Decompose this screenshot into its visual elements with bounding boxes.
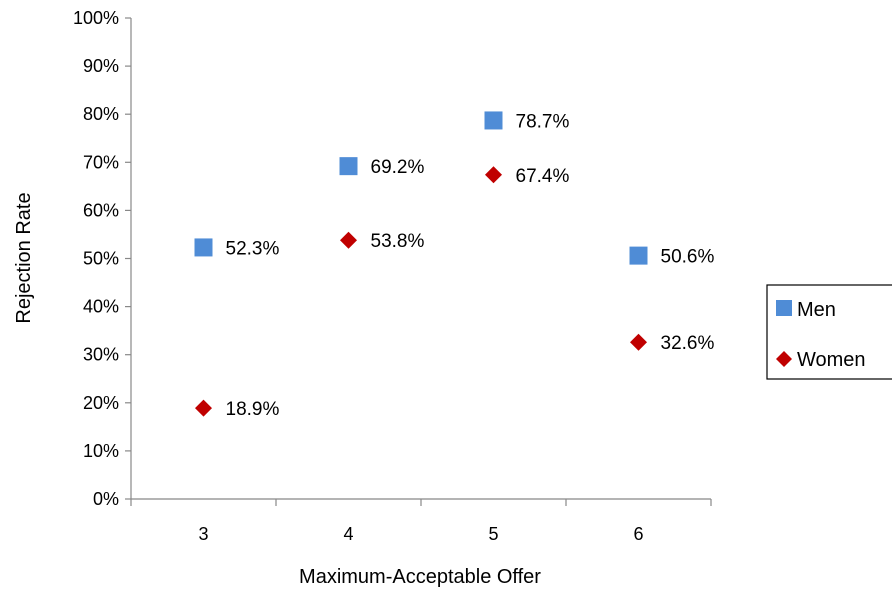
y-tick-label: 0% bbox=[93, 489, 119, 509]
point-women bbox=[630, 333, 647, 351]
y-tick-label: 50% bbox=[83, 249, 119, 269]
x-axis: 3 4 5 6 bbox=[130, 498, 712, 544]
y-tick-label: 60% bbox=[83, 200, 119, 220]
point-men bbox=[339, 157, 358, 176]
y-axis: 0% 10% 20% 30% 40% 50% 60% 70% 80% 90% 100% bbox=[73, 8, 132, 509]
data-label: 50.6% bbox=[661, 247, 715, 268]
y-tick-label: 10% bbox=[83, 441, 119, 461]
legend-marker-women bbox=[776, 351, 792, 367]
plot-series bbox=[194, 111, 648, 417]
legend: Men Women bbox=[766, 284, 892, 380]
y-axis-title: Rejection Rate bbox=[13, 192, 35, 323]
point-men bbox=[629, 246, 648, 265]
y-tick-label: 90% bbox=[83, 56, 119, 76]
data-label: 78.7% bbox=[516, 111, 570, 132]
x-axis-title: Maximum-Acceptable Offer bbox=[299, 566, 541, 588]
data-label: 18.9% bbox=[226, 399, 280, 420]
x-tick-label: 6 bbox=[633, 524, 643, 544]
x-tick-label: 4 bbox=[343, 524, 353, 544]
y-tick-label: 20% bbox=[83, 393, 119, 413]
data-label: 67.4% bbox=[516, 166, 570, 187]
x-tick-label: 3 bbox=[198, 524, 208, 544]
y-tick-label: 70% bbox=[83, 152, 119, 172]
point-women bbox=[195, 399, 212, 417]
data-label: 69.2% bbox=[371, 157, 425, 178]
data-label: 52.3% bbox=[226, 238, 280, 259]
point-men bbox=[484, 111, 503, 130]
data-label: 53.8% bbox=[371, 231, 425, 252]
data-labels: 52.3% 69.2% 78.7% 50.6% 18.9% 53.8% 67.4% 32.6% bbox=[226, 111, 715, 420]
y-tick-label: 80% bbox=[83, 104, 119, 124]
y-tick-label: 30% bbox=[83, 345, 119, 365]
point-men bbox=[194, 238, 213, 257]
data-label: 32.6% bbox=[661, 333, 715, 354]
y-tick-label: 100% bbox=[73, 8, 119, 28]
legend-label-women: Women bbox=[797, 349, 866, 371]
point-women bbox=[340, 231, 357, 249]
x-tick-label: 5 bbox=[488, 524, 498, 544]
point-women bbox=[485, 166, 502, 184]
y-tick-label: 40% bbox=[83, 297, 119, 317]
legend-label-men: Men bbox=[797, 299, 836, 321]
legend-marker-men bbox=[776, 300, 792, 316]
